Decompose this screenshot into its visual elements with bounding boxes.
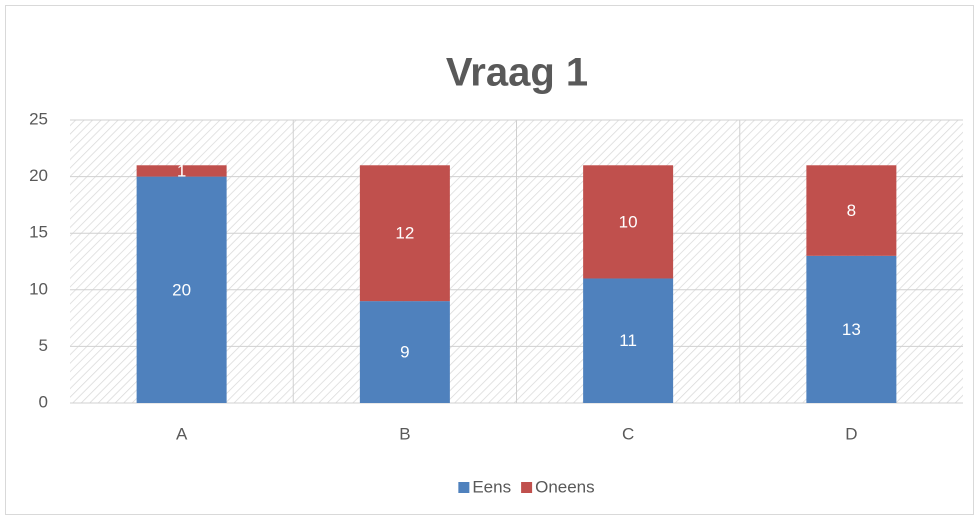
y-tick-label: 10 [29, 279, 48, 298]
data-label: 13 [842, 320, 861, 339]
bar [136, 165, 227, 177]
bar [583, 165, 674, 279]
data-label: 12 [395, 224, 414, 243]
y-tick-label: 5 [39, 336, 48, 355]
chart-title: Vraag 1 [446, 51, 588, 95]
y-tick-label: 15 [29, 223, 48, 242]
legend-label: Oneens [535, 477, 595, 496]
bar [806, 255, 897, 403]
y-tick-label: 0 [39, 392, 48, 411]
data-label: 1 [177, 161, 186, 180]
y-tick-label: 25 [29, 109, 48, 128]
x-tick-label: A [176, 424, 188, 443]
legend-label: Eens [472, 477, 511, 496]
x-tick-label: C [622, 424, 634, 443]
data-label: 10 [619, 212, 638, 231]
bar [359, 301, 450, 403]
data-label: 9 [400, 343, 409, 362]
bar [359, 165, 450, 302]
legend-swatch [521, 482, 533, 493]
x-tick-label: B [399, 424, 410, 443]
data-label: 20 [172, 280, 191, 299]
legend-swatch [458, 482, 470, 493]
data-label: 8 [847, 201, 856, 220]
x-tick-label: D [845, 424, 857, 443]
data-label: 11 [619, 331, 637, 350]
bar [806, 165, 897, 256]
y-tick-label: 20 [29, 166, 48, 185]
bar [136, 176, 227, 403]
bar [583, 278, 674, 403]
